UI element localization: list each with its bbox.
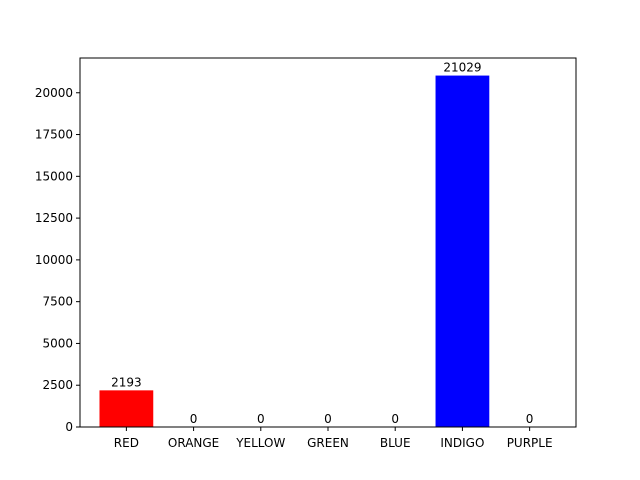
plot-frame (79, 57, 577, 428)
y-axis: 0 2500 5000 7500 10000 12500 15000 17500 20000 (35, 86, 80, 434)
bars-group (99, 75, 490, 427)
data-label-yellow: 0 (257, 412, 265, 426)
bar-indigo (435, 75, 490, 427)
y-tick-label-15000: 15000 (35, 169, 73, 183)
data-label-purple: 0 (526, 412, 534, 426)
y-tick-label-17500: 17500 (35, 128, 73, 142)
x-tick-label-blue: BLUE (380, 436, 411, 450)
x-tick-label-purple: PURPLE (507, 436, 553, 450)
y-tick-label-12500: 12500 (35, 211, 73, 225)
data-label-indigo: 21029 (443, 61, 481, 75)
y-tick-label-0: 0 (65, 420, 73, 434)
y-tick-label-7500: 7500 (42, 295, 73, 309)
y-tick-label-5000: 5000 (42, 336, 73, 350)
x-tick-label-yellow: YELLOW (235, 436, 285, 450)
data-label-blue: 0 (391, 412, 399, 426)
bar-red (99, 390, 154, 427)
y-tick-label-10000: 10000 (35, 253, 73, 267)
x-tick-label-orange: ORANGE (168, 436, 219, 450)
x-tick-label-indigo: INDIGO (440, 436, 484, 450)
data-label-green: 0 (324, 412, 332, 426)
data-labels-group: 2193 0 0 0 0 21029 0 (111, 61, 533, 426)
x-axis: RED ORANGE YELLOW GREEN BLUE INDIGO PURPLE (114, 427, 553, 450)
data-label-orange: 0 (190, 412, 198, 426)
y-tick-label-20000: 20000 (35, 86, 73, 100)
y-tick-label-2500: 2500 (42, 378, 73, 392)
x-tick-label-red: RED (114, 436, 139, 450)
x-tick-label-green: GREEN (307, 436, 349, 450)
data-label-red: 2193 (111, 375, 142, 389)
